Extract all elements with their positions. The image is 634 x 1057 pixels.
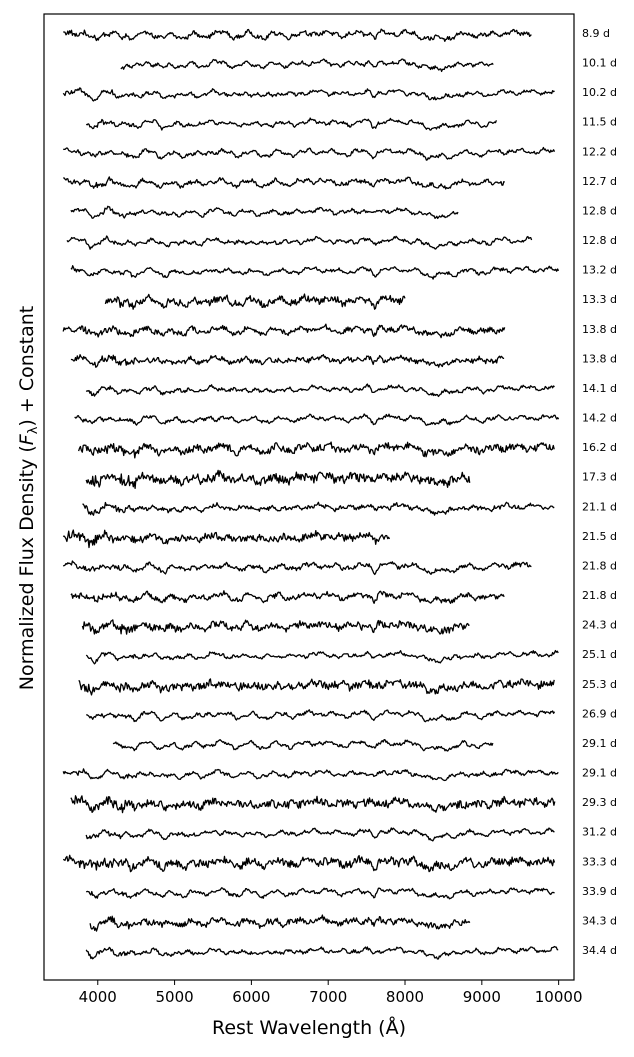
- spectrum-line: [70, 265, 560, 280]
- spectrum-line: [63, 146, 556, 161]
- x-axis-ticks: 4000 5000 6000 7000 8000 9000 10000: [79, 980, 583, 1006]
- spectrum-line: [112, 739, 494, 752]
- epoch-label: 12.7 d: [582, 175, 617, 188]
- epoch-label: 10.2 d: [582, 86, 617, 99]
- spectrum-line: [104, 293, 406, 310]
- spectrum-line: [62, 854, 556, 873]
- spectrum-line: [86, 709, 556, 723]
- spectrum-line: [85, 469, 471, 490]
- epoch-label: 14.2 d: [582, 412, 617, 425]
- x-tick-label: 10000: [535, 988, 583, 1006]
- epoch-label: 29.1 d: [582, 737, 617, 750]
- spectrum-line: [66, 235, 533, 250]
- x-tick-label: 5000: [155, 988, 193, 1006]
- epoch-label: 21.1 d: [582, 500, 617, 513]
- epoch-label: 33.9 d: [582, 885, 617, 898]
- x-tick-label: 9000: [463, 988, 501, 1006]
- spectrum-line: [85, 649, 559, 665]
- epoch-label: 16.2 d: [582, 441, 617, 454]
- x-tick-label: 4000: [79, 988, 117, 1006]
- epoch-label: 24.3 d: [582, 619, 617, 632]
- epoch-label: 25.3 d: [582, 678, 617, 691]
- spectrum-line: [70, 205, 459, 220]
- epoch-label: 21.8 d: [582, 559, 617, 572]
- epoch-label-group: 8.9 d 10.1 d 10.2 d 11.5 d 12.2 d 12.7 d 12.8 …: [582, 27, 617, 957]
- epoch-label: 34.3 d: [582, 914, 617, 927]
- epoch-label: 26.9 d: [582, 707, 617, 720]
- spectra-series-group: [62, 28, 560, 960]
- epoch-label: 17.3 d: [582, 471, 617, 484]
- epoch-label: 12.8 d: [582, 234, 617, 247]
- epoch-label: 29.3 d: [582, 796, 617, 809]
- spectrum-line: [89, 914, 471, 932]
- spectrum-line: [70, 590, 505, 604]
- spectrum-line: [82, 501, 555, 516]
- epoch-label: 25.1 d: [582, 648, 617, 661]
- epoch-label: 13.2 d: [582, 264, 617, 277]
- epoch-label: 11.5 d: [582, 116, 617, 129]
- spectrum-line: [70, 354, 505, 368]
- epoch-label: 12.8 d: [582, 204, 617, 217]
- spectrum-line: [85, 117, 498, 131]
- epoch-label: 13.8 d: [582, 352, 617, 365]
- spectrum-line: [74, 413, 560, 426]
- epoch-label: 8.9 d: [582, 27, 610, 40]
- spectrum-line: [62, 560, 532, 576]
- epoch-label: 13.3 d: [582, 293, 617, 306]
- spectrum-line: [85, 887, 555, 900]
- epoch-label: 34.4 d: [582, 944, 617, 957]
- epoch-label: 14.1 d: [582, 382, 617, 395]
- spectrum-line: [78, 678, 555, 696]
- epoch-label: 12.2 d: [582, 145, 617, 158]
- spectrum-line: [81, 619, 470, 635]
- epoch-label: 33.3 d: [582, 855, 617, 868]
- spectrum-line: [85, 827, 555, 842]
- spectrum-line: [85, 383, 555, 398]
- x-tick-label: 8000: [386, 988, 424, 1006]
- epoch-label: 21.8 d: [582, 589, 617, 602]
- epoch-label: 29.1 d: [582, 767, 617, 780]
- spectrum-line: [85, 945, 559, 960]
- epoch-label: 10.1 d: [582, 57, 617, 70]
- spectrum-line: [63, 176, 506, 190]
- spectrum-line: [120, 58, 494, 73]
- epoch-label: 31.2 d: [582, 826, 617, 839]
- spectrum-line: [70, 795, 556, 814]
- spectrum-line: [62, 768, 559, 782]
- epoch-label: 13.8 d: [582, 323, 617, 336]
- spectrum-line: [77, 441, 555, 459]
- spectrum-line: [62, 323, 506, 339]
- x-tick-label: 6000: [232, 988, 270, 1006]
- x-axis-title: Rest Wavelength (Å): [212, 1016, 406, 1039]
- spectrum-line: [62, 87, 555, 102]
- epoch-label: 21.5 d: [582, 530, 617, 543]
- y-axis-title: Normalized Flux Density (Fλ) + Constant: [16, 306, 41, 690]
- spectrum-line: [63, 28, 532, 42]
- plot-area: [43, 13, 575, 981]
- spectrum-line: [62, 529, 391, 549]
- x-tick-label: 7000: [309, 988, 347, 1006]
